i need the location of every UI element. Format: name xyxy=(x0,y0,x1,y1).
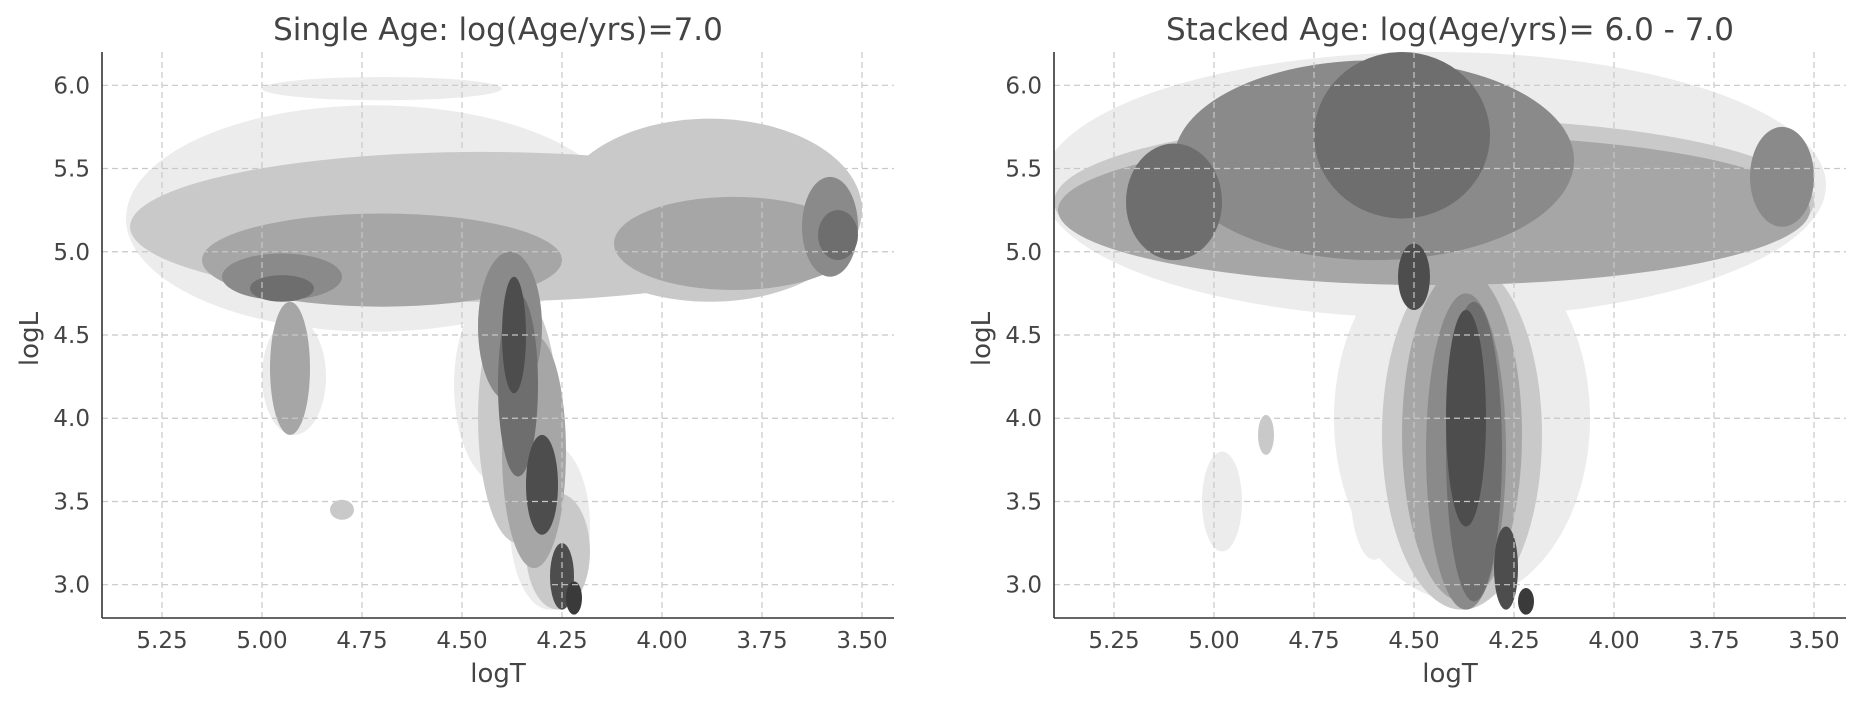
left-contour-level-7-region-1 xyxy=(566,581,582,615)
right-x-tick-label: 4.25 xyxy=(1488,628,1539,654)
right-x-tick-label: 5.00 xyxy=(1188,628,1239,654)
left-y-tick-label: 5.0 xyxy=(53,240,90,266)
left-x-tick-label: 4.00 xyxy=(636,628,687,654)
left-contour-level-2-region-5 xyxy=(330,499,354,520)
left-y-tick-label: 3.5 xyxy=(53,489,90,515)
left-chart-panel: 5.25 5.00 4.75 4.50 4.25 4.00 3.75 3.50 3.0 3.5 4.… xyxy=(15,12,894,689)
left-x-axis-label: logT xyxy=(470,659,526,689)
right-y-axis-label: logL xyxy=(967,311,997,366)
left-x-tick-label: 4.50 xyxy=(436,628,487,654)
left-gridlines xyxy=(102,52,894,618)
right-contour-level-7-region-1 xyxy=(1518,588,1534,615)
right-contour-level-6-region-3 xyxy=(1494,526,1518,610)
right-x-tick-label: 5.25 xyxy=(1088,628,1139,654)
left-x-tick-label: 4.75 xyxy=(336,628,387,654)
right-x-tick-label: 4.75 xyxy=(1288,628,1339,654)
right-contour-level-5-region-1 xyxy=(1314,52,1490,219)
right-x-tick-label: 4.50 xyxy=(1388,628,1439,654)
right-x-axis-label: logT xyxy=(1422,659,1478,689)
left-y-tick-label: 4.5 xyxy=(53,323,90,349)
right-contour-level-5-region-2 xyxy=(1126,143,1222,261)
right-y-tick-label: 6.0 xyxy=(1005,73,1042,99)
left-contour-level-3-region-2 xyxy=(614,196,854,291)
right-x-tick-label: 4.00 xyxy=(1588,628,1639,654)
left-x-tick-label: 3.75 xyxy=(736,628,787,654)
left-y-axis-label: logL xyxy=(15,311,45,366)
right-gridlines xyxy=(1054,52,1846,618)
left-contour-level-1-region-2 xyxy=(262,76,502,101)
right-x-tick-label: 3.50 xyxy=(1788,628,1839,654)
right-y-tick-label: 3.0 xyxy=(1005,573,1042,599)
right-y-tick-label: 4.0 xyxy=(1005,406,1042,432)
right-x-tick-label: 3.75 xyxy=(1688,628,1739,654)
right-contour-level-2-region-3 xyxy=(1258,414,1274,455)
left-x-tick-label: 5.25 xyxy=(136,628,187,654)
right-y-tick-label: 3.5 xyxy=(1005,489,1042,515)
right-y-tick-label: 5.0 xyxy=(1005,240,1042,266)
right-y-tick-label: 4.5 xyxy=(1005,323,1042,349)
left-contour-level-6-region-2 xyxy=(526,434,558,535)
left-contour-fills xyxy=(126,76,862,615)
left-y-tick-label: 6.0 xyxy=(53,73,90,99)
right-y-tick-label: 5.5 xyxy=(1005,157,1042,183)
right-contour-level-1-region-4 xyxy=(1202,451,1242,552)
right-tick-labels: 5.25 5.00 4.75 4.50 4.25 4.00 3.75 3.50 3.0 3.5 4.… xyxy=(1005,73,1839,654)
right-chart-title: Stacked Age: log(Age/yrs)= 6.0 - 7.0 xyxy=(1166,12,1734,48)
left-y-tick-label: 4.0 xyxy=(53,406,90,432)
right-chart-panel: 5.25 5.00 4.75 4.50 4.25 4.00 3.75 3.50 3.0 3.5 4.… xyxy=(967,12,1846,689)
left-x-tick-label: 4.25 xyxy=(536,628,587,654)
left-x-tick-label: 3.50 xyxy=(836,628,887,654)
left-chart-title: Single Age: log(Age/yrs)=7.0 xyxy=(273,12,723,48)
left-y-tick-label: 3.0 xyxy=(53,573,90,599)
left-contour-level-3-region-4 xyxy=(270,301,310,435)
left-contour-level-5-region-3 xyxy=(818,210,858,261)
left-tick-labels: 5.25 5.00 4.75 4.50 4.25 4.00 3.75 3.50 3.0 3.5 4.… xyxy=(53,73,887,654)
right-contour-level-4-region-2 xyxy=(1750,126,1814,227)
left-y-tick-label: 5.5 xyxy=(53,157,90,183)
left-contour-level-5-region-1 xyxy=(250,275,314,302)
left-x-tick-label: 5.00 xyxy=(236,628,287,654)
right-contour-fills xyxy=(1054,52,1826,615)
